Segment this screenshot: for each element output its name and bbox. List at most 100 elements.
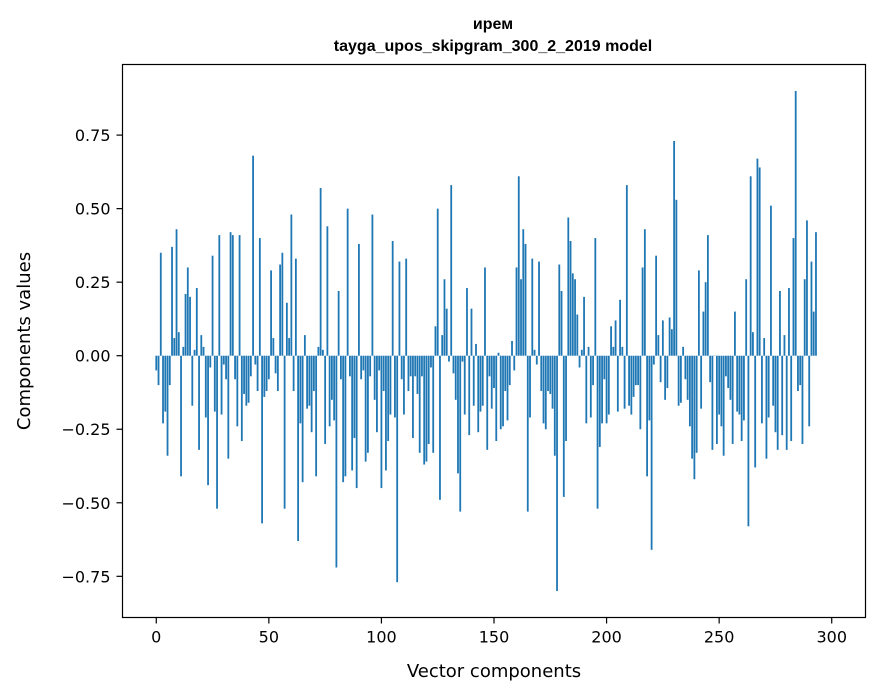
bar: [254, 355, 257, 365]
bar: [315, 355, 318, 477]
bar: [560, 290, 563, 356]
bar: [488, 355, 491, 377]
bar: [297, 355, 300, 542]
bar: [373, 355, 376, 400]
bar: [362, 355, 365, 371]
bar: [524, 243, 527, 356]
bar: [679, 355, 682, 403]
bar: [479, 355, 482, 412]
bar: [785, 355, 788, 450]
bar: [684, 355, 687, 380]
bar: [616, 355, 619, 412]
bar: [493, 355, 495, 389]
bar: [666, 355, 669, 389]
bar: [670, 329, 673, 356]
bar: [646, 355, 648, 477]
bar: [776, 355, 779, 450]
bar: [792, 238, 795, 356]
x-tick-label: 0: [151, 628, 161, 647]
bar: [794, 90, 797, 356]
bar: [430, 355, 432, 368]
bar: [542, 355, 545, 424]
bar: [632, 355, 635, 397]
bar: [380, 355, 383, 489]
bar: [574, 279, 576, 356]
bar: [202, 346, 205, 356]
bar: [204, 355, 207, 418]
bar: [484, 267, 486, 356]
bar: [508, 355, 511, 386]
bar: [258, 238, 261, 356]
bar: [538, 261, 540, 356]
bar: [808, 355, 811, 427]
bar: [349, 355, 351, 377]
bar: [556, 355, 558, 592]
bar: [587, 346, 590, 356]
bar: [592, 355, 594, 386]
bar: [312, 355, 315, 392]
bar: [634, 355, 637, 386]
bar: [218, 235, 221, 356]
bar: [238, 235, 241, 356]
bar: [763, 338, 766, 356]
x-axis-ticks: 0 50 100 150 200 250 300: [151, 617, 847, 647]
bar: [547, 355, 549, 392]
bar: [695, 355, 698, 453]
bar: [290, 214, 293, 356]
bar: [470, 308, 473, 356]
bar: [443, 279, 446, 356]
bar: [175, 229, 178, 356]
bar: [191, 355, 194, 406]
bar: [806, 220, 808, 356]
bar: [562, 355, 565, 497]
bar: [249, 355, 252, 377]
bar: [261, 355, 263, 524]
bar: [668, 317, 671, 356]
bar: [711, 355, 714, 450]
bar: [580, 349, 583, 356]
bar: [727, 355, 730, 389]
bar: [745, 279, 748, 356]
y-tick-label: −0.50: [61, 494, 110, 513]
bar: [270, 270, 272, 356]
bar: [423, 355, 426, 465]
bar: [797, 355, 799, 392]
bar: [664, 355, 667, 400]
bar: [450, 185, 453, 356]
bar: [531, 258, 534, 356]
bar: [758, 167, 761, 356]
bar: [398, 261, 401, 356]
bar: [607, 355, 610, 415]
bar: [459, 355, 462, 512]
bar: [294, 258, 297, 356]
bar: [506, 355, 509, 421]
bar: [337, 290, 340, 356]
bar: [497, 352, 500, 356]
bar: [324, 355, 327, 444]
bar: [504, 355, 507, 392]
bar: [513, 355, 516, 371]
bar: [688, 355, 691, 427]
bar: [193, 349, 196, 356]
bar: [677, 355, 680, 406]
bar: [168, 355, 171, 386]
bar: [614, 320, 617, 356]
bar: [279, 264, 282, 356]
bar: [436, 208, 439, 356]
chart-title-line2: tayga_upos_skipgram_300_2_2019 model: [334, 38, 652, 55]
bar: [245, 355, 248, 406]
bar: [650, 355, 653, 550]
bar: [328, 355, 331, 427]
bar: [385, 355, 387, 471]
bar: [211, 255, 214, 356]
bar: [382, 355, 385, 392]
bar: [344, 355, 347, 477]
bar: [274, 355, 277, 374]
bar: [247, 355, 250, 403]
bar: [639, 355, 642, 430]
bar-series: [155, 90, 817, 592]
bar: [747, 355, 750, 527]
bar: [815, 232, 817, 356]
y-axis-label: Components values: [14, 252, 35, 430]
bar: [619, 299, 621, 356]
